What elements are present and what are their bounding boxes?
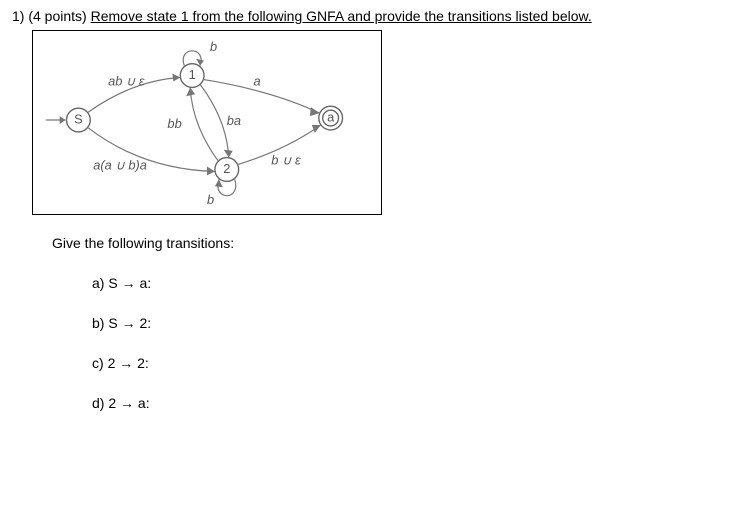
item-c-text: 2 → 2: bbox=[108, 355, 149, 371]
item-d-prefix: d) bbox=[92, 395, 108, 411]
gnfa-diagram: S 1 b 2 b a ab ∪ ε a(a ∪ b)a ba bbox=[32, 30, 382, 215]
edge-2-1-label: bb bbox=[167, 116, 181, 131]
state-a-label: a bbox=[327, 109, 335, 124]
edge-s-1-label: ab ∪ ε bbox=[108, 73, 145, 88]
loop-1-label: b bbox=[210, 39, 217, 54]
edge-s-2-arrow bbox=[207, 167, 215, 176]
edge-s-1-arrow bbox=[172, 74, 180, 82]
item-a: a) S → a: bbox=[92, 275, 729, 291]
transitions-prompt: Give the following transitions: bbox=[52, 235, 729, 251]
edge-1-a-label: a bbox=[253, 73, 260, 88]
edge-1-a bbox=[203, 79, 320, 113]
edge-2-1-arrow bbox=[186, 87, 195, 96]
edge-2-a-label: b ∪ ε bbox=[271, 153, 301, 168]
edge-1-2 bbox=[200, 84, 229, 157]
loop-2-label: b bbox=[207, 192, 214, 207]
item-a-prefix: a) bbox=[92, 275, 108, 291]
item-c: c) 2 → 2: bbox=[92, 355, 729, 371]
edge-2-1 bbox=[190, 87, 218, 160]
question-number: 1) (4 points) bbox=[12, 8, 91, 24]
item-d-text: 2 → a: bbox=[108, 395, 149, 411]
edge-2-a-arrow bbox=[312, 125, 321, 133]
item-b-text: S → 2: bbox=[108, 315, 151, 331]
item-c-prefix: c) bbox=[92, 355, 108, 371]
state-2-label: 2 bbox=[223, 161, 230, 176]
item-a-text: S → a: bbox=[108, 275, 151, 291]
state-1-label: 1 bbox=[189, 67, 196, 82]
edge-1-2-label: ba bbox=[227, 113, 241, 128]
item-b-prefix: b) bbox=[92, 315, 108, 331]
question-text: Remove state 1 from the following GNFA a… bbox=[91, 8, 592, 24]
gnfa-svg: S 1 b 2 b a ab ∪ ε a(a ∪ b)a ba bbox=[33, 31, 381, 214]
state-s-label: S bbox=[74, 111, 83, 126]
item-b: b) S → 2: bbox=[92, 315, 729, 331]
question-header: 1) (4 points) Remove state 1 from the fo… bbox=[12, 8, 729, 24]
edge-s-2-label: a(a ∪ b)a bbox=[93, 157, 147, 172]
item-d: d) 2 → a: bbox=[92, 395, 729, 411]
start-arrowhead bbox=[60, 116, 66, 124]
edge-1-a-arrow bbox=[310, 107, 320, 116]
edge-1-2-arrow bbox=[224, 150, 233, 158]
